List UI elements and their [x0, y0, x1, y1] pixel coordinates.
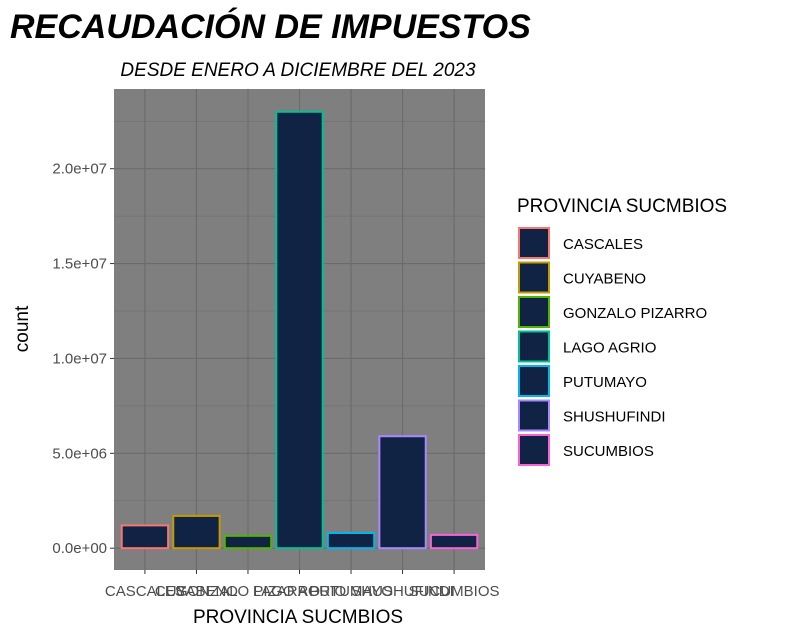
legend-label: PUTUMAYO	[563, 374, 647, 391]
legend-key	[519, 297, 549, 327]
bar-lago-agrio	[276, 112, 322, 548]
legend-key	[519, 401, 549, 431]
y-tick-label: 1.0e+07	[52, 350, 107, 367]
y-tick-label: 5.0e+06	[52, 445, 107, 462]
x-tick-label: SUCUMBIOS	[409, 583, 500, 600]
legend-key	[519, 228, 549, 258]
legend-title: PROVINCIA SUCMBIOS	[517, 196, 727, 217]
legend-key	[519, 435, 549, 465]
legend: CASCALES CUYABENO GONZALO PIZARRO LAGO AGRI…	[519, 228, 707, 465]
x-axis-title: PROVINCIA SUCMBIOS	[193, 607, 403, 628]
legend-key	[519, 366, 549, 396]
chart-title: RECAUDACIÓN DE IMPUESTOS	[10, 8, 531, 46]
legend-label: SUCUMBIOS	[563, 443, 654, 460]
y-tick-label: 1.5e+07	[52, 256, 107, 273]
bar-gonzalo-pizarro	[225, 536, 271, 548]
bar-sucumbios	[431, 535, 477, 548]
bar-putumayo	[328, 533, 374, 548]
legend-label: LAGO AGRIO	[563, 340, 656, 357]
bar-cuyabeno	[173, 516, 219, 548]
legend-label: SHUSHUFINDI	[563, 409, 666, 426]
y-tick-label: 2.0e+07	[52, 161, 107, 178]
bar-shushufindi	[379, 436, 425, 548]
legend-label: GONZALO PIZARRO	[563, 305, 707, 322]
legend-key	[519, 332, 549, 362]
y-tick-label: 0.0e+00	[52, 540, 107, 557]
bar-cascales	[122, 525, 168, 548]
y-axis-title: count	[12, 305, 33, 352]
y-axis-ticks: 0.0e+00 5.0e+06 1.0e+07 1.5e+07 2.0e+07	[52, 161, 114, 557]
legend-label: CASCALES	[563, 236, 643, 253]
chart-subtitle: DESDE ENERO A DICIEMBRE DEL 2023	[120, 60, 476, 81]
legend-label: CUYABENO	[563, 271, 646, 288]
legend-key	[519, 263, 549, 293]
